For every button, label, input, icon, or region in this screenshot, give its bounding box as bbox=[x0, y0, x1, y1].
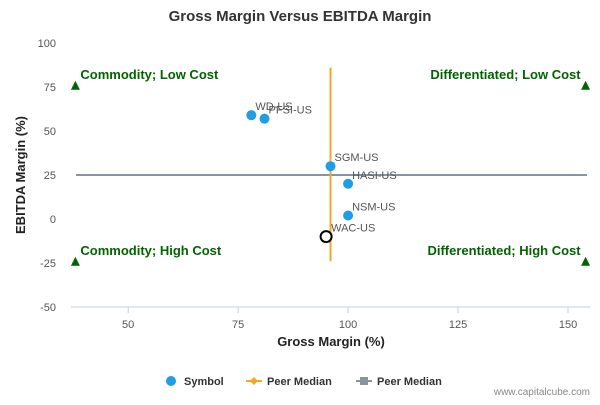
quadrant-label: Differentiated; Low Cost bbox=[430, 67, 581, 82]
chart-title: Gross Margin Versus EBITDA Margin bbox=[169, 8, 432, 25]
quadrant-marker-icon bbox=[581, 80, 591, 90]
quadrant-marker-icon bbox=[581, 256, 591, 266]
legend-label: Symbol bbox=[184, 376, 224, 388]
quadrant-marker-icon bbox=[70, 256, 80, 266]
legend-diamond-icon bbox=[250, 377, 258, 385]
highlight-point bbox=[319, 230, 333, 244]
x-tick-label: 100 bbox=[339, 319, 357, 331]
y-tick-label: 25 bbox=[44, 170, 56, 182]
legend-symbol-marker bbox=[166, 376, 176, 386]
y-tick-label: -25 bbox=[40, 258, 56, 270]
data-point bbox=[259, 113, 270, 124]
legend-square-icon bbox=[360, 377, 368, 385]
legend: Symbol Peer Median Peer Median bbox=[166, 376, 442, 388]
x-tick-label: 75 bbox=[232, 319, 244, 331]
data-point-label: NSM-US bbox=[352, 201, 395, 213]
quadrant-label: Differentiated; High Cost bbox=[427, 243, 581, 258]
legend-label: Peer Median bbox=[377, 376, 442, 388]
legend-label: Peer Median bbox=[267, 376, 332, 388]
y-tick-label: 50 bbox=[44, 126, 56, 138]
data-point bbox=[343, 210, 354, 221]
y-tick-label: 0 bbox=[50, 214, 56, 226]
y-tick-label: -50 bbox=[40, 302, 56, 314]
data-point bbox=[246, 110, 257, 121]
quadrant-label: Commodity; High Cost bbox=[80, 243, 221, 258]
data-point-label: HASI-US bbox=[352, 170, 397, 182]
y-axis-title: EBITDA Margin (%) bbox=[13, 116, 28, 234]
data-point-label: WD-US bbox=[255, 101, 292, 113]
data-point bbox=[325, 161, 336, 172]
x-tick-label: 150 bbox=[559, 319, 577, 331]
quadrant-label: Commodity; Low Cost bbox=[80, 67, 219, 82]
highlight-point-label: WAC-US bbox=[331, 223, 375, 235]
watermark: www.capitalcube.com bbox=[493, 387, 590, 398]
x-tick-label: 125 bbox=[449, 319, 467, 331]
quadrant-marker-icon bbox=[70, 80, 80, 90]
x-axis-title: Gross Margin (%) bbox=[277, 334, 385, 349]
data-point bbox=[343, 178, 354, 189]
data-point-label: PFSI-US bbox=[269, 105, 312, 117]
y-tick-label: 75 bbox=[44, 82, 56, 94]
y-tick-label: 100 bbox=[38, 38, 56, 50]
data-point-label: SGM-US bbox=[335, 152, 379, 164]
plot-area: 50 75 100 125 150 100 75 50 25 0 -25 -50 Commodity; … bbox=[38, 38, 591, 331]
x-tick-label: 50 bbox=[122, 319, 134, 331]
